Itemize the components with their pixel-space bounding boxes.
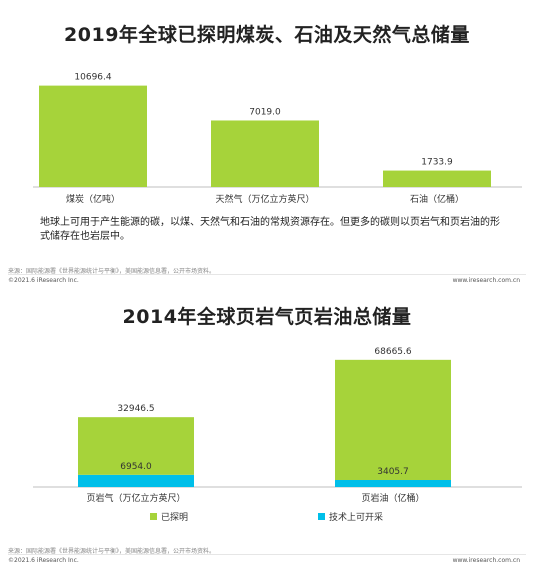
chart2-data-label-proven-0: 32946.5: [117, 404, 154, 414]
chart2-data-label-recoverable-1: 3405.7: [377, 467, 409, 477]
chart2-data-label-recoverable-0: 6954.0: [120, 462, 152, 472]
chart1-bar-2: [383, 170, 491, 187]
chart2-bar-recoverable-0: [78, 474, 194, 487]
chart1-bar-0: [39, 85, 147, 187]
chart1-site: www.iresearch.com.cn: [452, 277, 520, 284]
chart2-bar-proven-1: [335, 359, 451, 480]
chart1-bar-1: [211, 120, 319, 187]
legend-item-recoverable: 技术上可开采: [318, 510, 383, 523]
chart2-bar-proven-0: [78, 417, 194, 475]
legend-swatch-proven: [150, 513, 157, 520]
chart1-category-label-2: 石油（亿桶）: [410, 193, 464, 205]
chart1-divider: [8, 274, 526, 275]
chart1-category-label-1: 天然气（万亿立方英尺）: [215, 193, 314, 205]
chart2-site: www.iresearch.com.cn: [452, 557, 520, 564]
chart2-data-label-proven-1: 68665.6: [374, 347, 411, 357]
legend-swatch-recoverable: [318, 513, 325, 520]
legend-item-proven: 已探明: [150, 510, 188, 523]
chart2-plot: 32946.5 6954.0 页岩气（万亿立方英尺） 68665.6 3405.7 页岩油…: [33, 347, 522, 504]
legend-label-recoverable: 技术上可开采: [329, 513, 384, 523]
chart2-category-label-0: 页岩气（万亿立方英尺）: [86, 492, 185, 504]
chart2-source: 来源：国际能源署《世界能源统计与平衡》，美国能源信息署，公开市场资料。: [8, 548, 216, 555]
chart1-note: 地球上可用于产生能源的碳，以煤、天然气和石油的常规资源存在。但更多的碳则以页岩气…: [40, 217, 500, 242]
chart2-divider: [8, 554, 526, 555]
chart1-data-label-2: 1733.9: [421, 158, 453, 168]
legend-label-proven: 已探明: [161, 513, 189, 523]
shale-panel: 2014年全球页岩气页岩油总储量 32946.5 6954.0 页岩气（万亿立方英尺…: [0, 292, 534, 585]
chart2-category-label-1: 页岩油（亿桶）: [361, 492, 424, 504]
coal-oil-gas-panel: 2019年全球已探明煤炭、石油及天然气总储量 10696.4 煤炭（亿吨） 7019…: [0, 0, 534, 292]
chart1-category-label-0: 煤炭（亿吨）: [66, 193, 120, 205]
chart2-bar-recoverable-1: [335, 480, 451, 487]
chart2-title: 2014年全球页岩气页岩油总储量: [122, 306, 412, 328]
chart1-copyright: ©2021.6 iResearch Inc.: [8, 277, 79, 284]
chart2-copyright: ©2021.6 iResearch Inc.: [8, 557, 79, 564]
chart1-data-label-0: 10696.4: [74, 73, 111, 83]
chart1-title: 2019年全球已探明煤炭、石油及天然气总储量: [64, 24, 470, 46]
chart1-source: 来源：国际能源署《世界能源统计与平衡》，美国能源信息署，公开市场资料。: [8, 268, 216, 275]
chart1-data-label-1: 7019.0: [249, 107, 281, 117]
chart1-plot: 10696.4 煤炭（亿吨） 7019.0 天然气（万亿立方英尺） 1733.9 石油（亿…: [33, 73, 522, 205]
